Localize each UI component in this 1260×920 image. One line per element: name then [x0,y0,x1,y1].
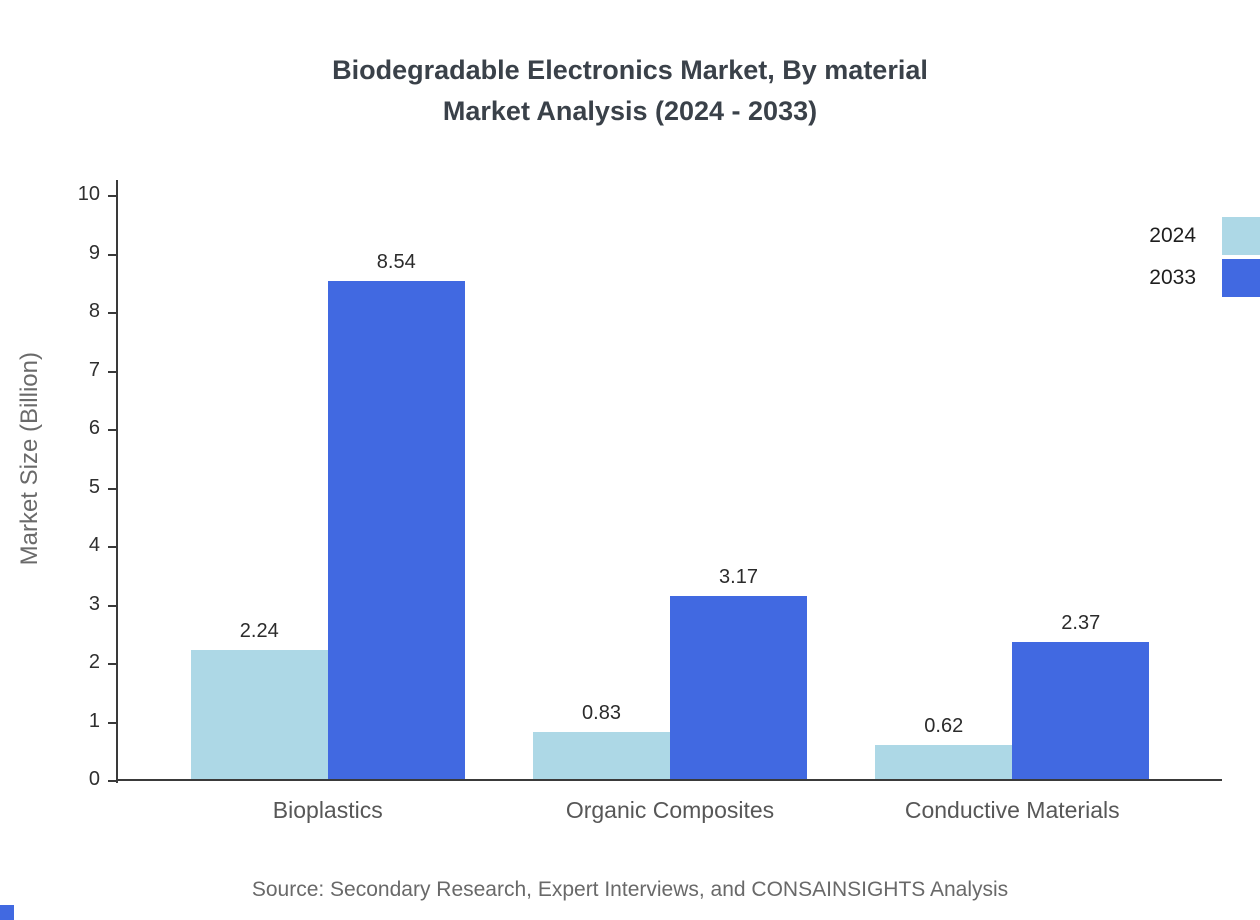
bar-value-label: 8.54 [376,251,416,274]
y-tick-mark [108,487,116,490]
y-tick-label: 3 [88,592,100,615]
y-tick-mark [108,780,116,782]
legend-item-2024[interactable]: 2024 [1149,217,1260,255]
chart-title: Biodegradable Electronics Market, By mat… [0,50,1260,132]
y-tick-mark [108,312,116,314]
bar-2033-organic-composites [670,595,807,781]
bar-value-label: 0.62 [924,714,964,737]
chart-title-line1: Biodegradable Electronics Market, By mat… [332,55,928,85]
x-category-label: Conductive Materials [904,797,1120,823]
y-tick-mark [108,663,116,665]
bar-2024-organic-composites [533,732,670,781]
y-tick-label: 7 [88,358,100,381]
bar-value-label: 0.83 [582,702,621,725]
bar-2024-conductive-materials [875,744,1013,781]
legend: 2024 2033 [1149,217,1260,297]
y-tick-mark [108,604,116,607]
y-tick-label: 9 [88,241,100,264]
watermark-corner [0,905,14,920]
bar-value-label: 3.17 [719,565,758,588]
bar-2033-conductive-materials [1012,642,1150,781]
y-tick-label: 4 [88,534,100,556]
legend-label: 2033 [1149,266,1196,289]
y-tick-label: 5 [88,475,100,498]
y-tick-label: 6 [88,417,100,439]
bar-2024-bioplastics [190,649,328,781]
legend-label: 2024 [1149,224,1196,247]
chart-title-line2: Market Analysis (2024 - 2033) [442,96,818,126]
y-tick-label: 10 [77,183,100,205]
y-tick-mark [108,253,116,256]
y-tick-mark [108,721,116,724]
y-tick-mark [108,546,116,548]
x-axis-line [116,779,1222,781]
y-tick-label: 2 [88,651,100,673]
legend-swatch [1222,217,1260,255]
y-tick-label: 8 [88,300,100,322]
legend-item-2033[interactable]: 2033 [1149,259,1260,297]
bar-value-label: 2.24 [239,619,279,642]
bar-value-label: 2.37 [1061,612,1101,635]
y-tick-label: 1 [88,709,100,732]
y-tick-mark [108,195,116,197]
y-tick-label: 0 [88,768,100,790]
x-category-label: Organic Composites [565,797,775,823]
y-axis-line [116,180,118,783]
y-axis-title: Market Size (Billion) [16,352,43,566]
x-category-label: Bioplastics [272,797,383,823]
source-text: Source: Secondary Research, Expert Inter… [251,878,1009,901]
y-tick-mark [108,429,116,431]
y-tick-mark [108,370,116,373]
bar-2033-bioplastics [327,281,465,781]
legend-swatch [1222,259,1260,297]
